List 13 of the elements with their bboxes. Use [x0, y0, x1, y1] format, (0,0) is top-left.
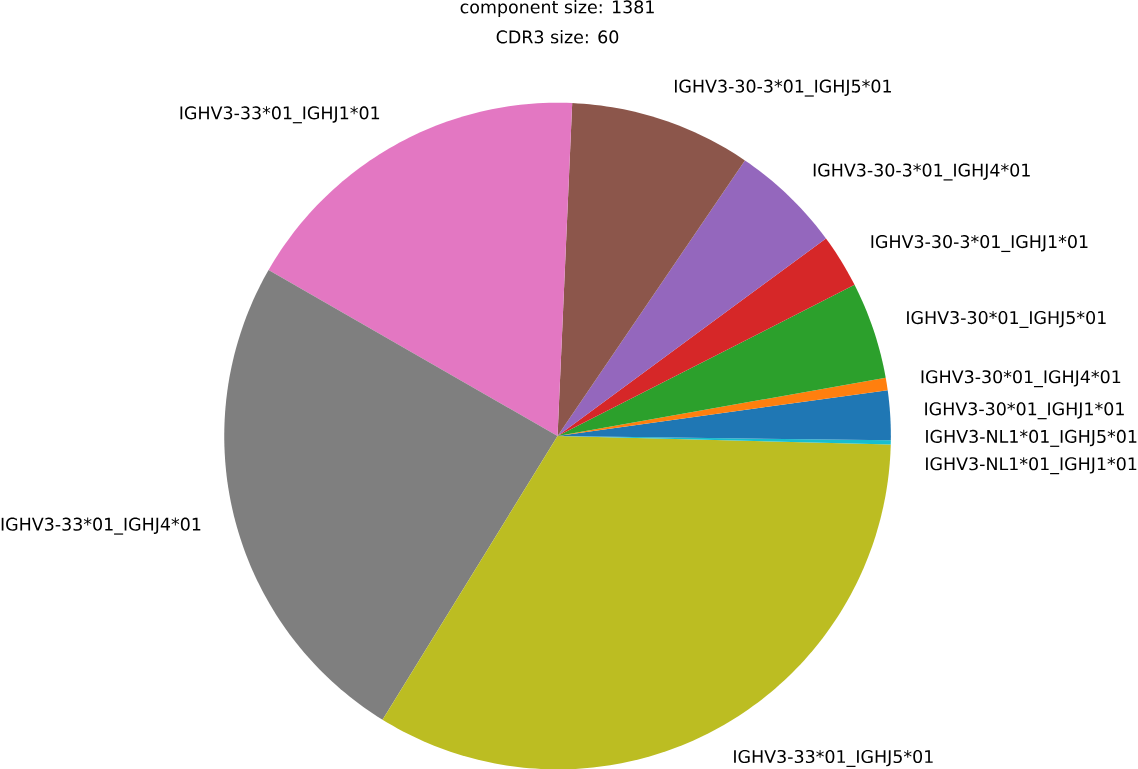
slice-label: IGHV3-NL1*01_IGHJ5*01 — [926, 429, 1137, 447]
slice-label: IGHV3-30*01_IGHJ1*01 — [925, 402, 1124, 420]
slice-label: IGHV3-30*01_IGHJ4*01 — [921, 369, 1121, 388]
slice-label: IGHV3-NL1*01_IGHJ1*01 — [926, 456, 1137, 475]
slice-label: IGHV3-30*01_IGHJ5*01 — [907, 310, 1106, 328]
slice-label: IGHV3-33*01_IGHJ4*01 — [1, 517, 201, 535]
slice-label: IGHV3-30-3*01_IGHJ5*01 — [674, 79, 891, 97]
slice-label: IGHV3-30-3*01_IGHJ1*01 — [871, 234, 1088, 252]
chart-subtitle: CDR3 size: 60 — [496, 29, 619, 44]
slice-label: IGHV3-33*01_IGHJ5*01 — [734, 749, 933, 767]
chart-title: component size: 1381 — [460, 0, 654, 17]
slice-label: IGHV3-33*01_IGHJ1*01 — [180, 106, 380, 124]
slice-label: IGHV3-30-3*01_IGHJ4*01 — [813, 163, 1030, 181]
